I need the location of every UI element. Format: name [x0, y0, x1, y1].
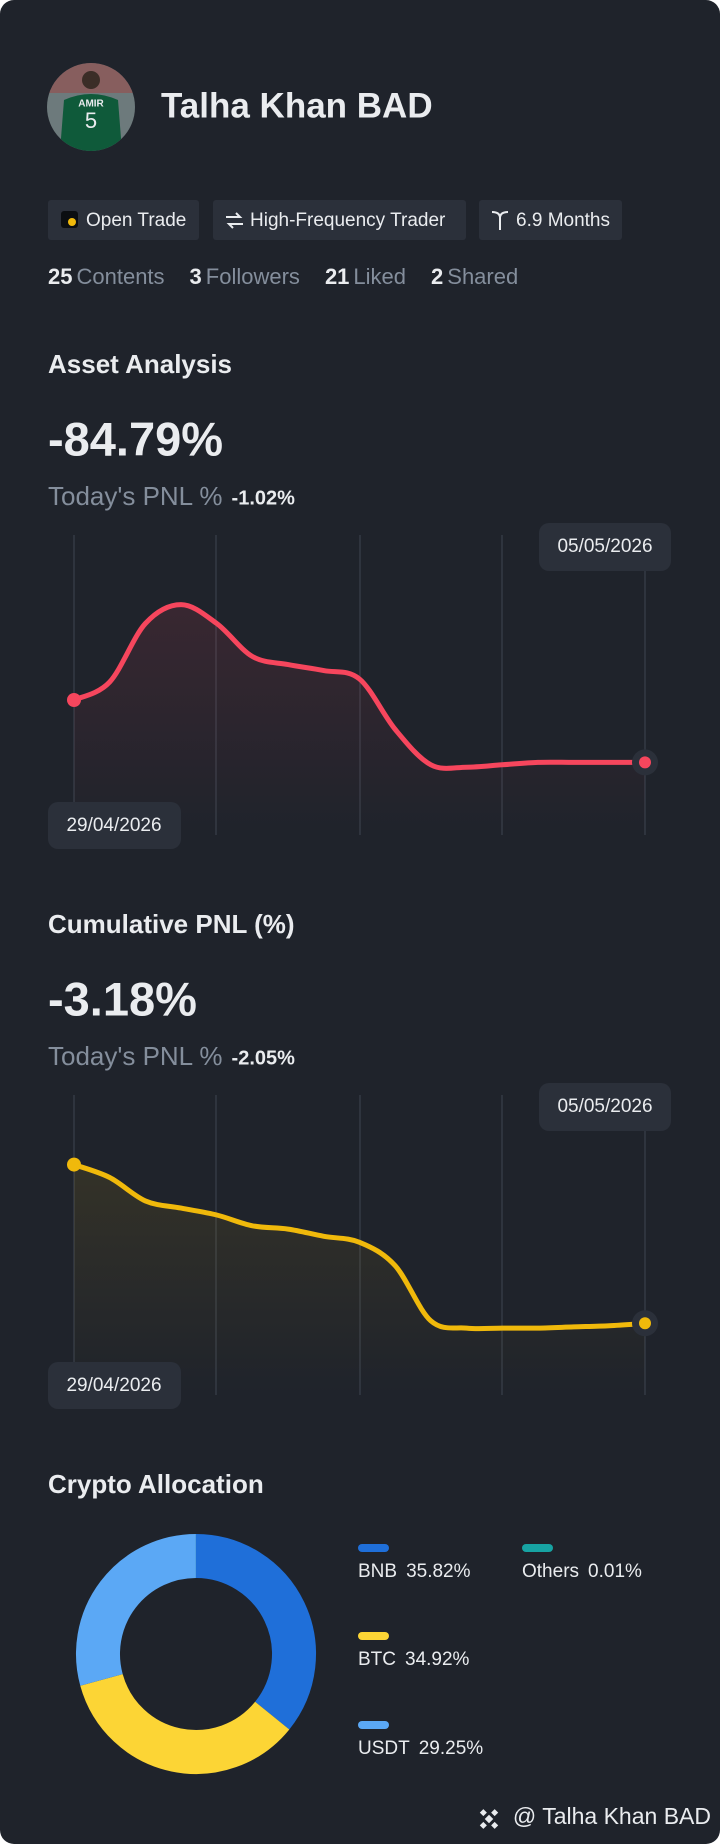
legend-value: 0.01% [588, 1561, 642, 1582]
pnl-value: -3.18% [48, 972, 197, 1025]
stat-label: Followers [206, 264, 300, 289]
pnl-line [71, 1162, 648, 1332]
asset-analysis: Asset Analysis -84.79% Today's PNL % -1.02%… [48, 349, 671, 849]
donut-segment [80, 1673, 290, 1774]
today-label: Today's PNL % [48, 481, 223, 511]
section-title: Crypto Allocation [48, 1469, 264, 1499]
avatar: AMIR 5 [47, 63, 135, 151]
tag: High-Frequency Trader [213, 200, 466, 240]
legend-name: USDT [358, 1738, 410, 1759]
cumulative-pnl: Cumulative PNL (%) -3.18% Today's PNL % -2.… [48, 909, 671, 1409]
today-label: Today's PNL % [48, 1041, 223, 1071]
legend-name: BNB [358, 1561, 397, 1582]
stats-row: 25 Contents 3 Followers 21 Liked 2 Shared [48, 264, 518, 289]
line-area [74, 1164, 645, 1395]
allocation-legend: BNB 35.82% BTC 34.92% USDT 29.25% Others 0.01% [358, 1544, 642, 1759]
section-title: Asset Analysis [48, 349, 232, 379]
stat-count: 25 [48, 264, 72, 289]
section-title: Cumulative PNL (%) [48, 909, 295, 939]
date-tooltip [48, 802, 181, 849]
tag: 6.9 Months [479, 200, 622, 240]
stat-count: 2 [431, 264, 443, 289]
end-dot [639, 1317, 651, 1330]
donut-segment [195, 1534, 316, 1730]
end-dot [639, 756, 651, 769]
tag: Open Trade [48, 200, 199, 240]
today-value: -2.05% [232, 1047, 296, 1069]
user-name: Talha Khan BAD [161, 86, 433, 125]
pnl-value: -84.79% [48, 412, 223, 465]
allocation-donut [76, 1533, 316, 1774]
date-tooltip [539, 523, 671, 571]
legend-value: 34.92% [405, 1649, 470, 1670]
tag-label: 6.9 Months [516, 210, 610, 231]
start-date: 29/04/2026 [66, 815, 161, 836]
legend-name: BTC [358, 1649, 396, 1670]
start-date: 29/04/2026 [66, 1375, 161, 1396]
footer-handle: @ Talha Khan BAD [513, 1803, 711, 1829]
legend-swatch [358, 1632, 389, 1640]
stat-count: 3 [190, 264, 202, 289]
stat-count: 21 [325, 264, 349, 289]
today-value: -1.02% [232, 487, 296, 509]
tag-label: High-Frequency Trader [250, 210, 446, 231]
legend-value: 29.25% [419, 1738, 484, 1759]
legend-name: Others [522, 1561, 579, 1582]
legend-swatch [358, 1721, 389, 1729]
legend-value: 35.82% [406, 1561, 471, 1582]
date-tooltip [539, 1083, 671, 1131]
start-dot [67, 693, 81, 707]
end-date: 05/05/2026 [557, 536, 652, 557]
start-dot [67, 1157, 81, 1172]
donut-segment [76, 1534, 197, 1686]
tag-label: Open Trade [86, 210, 186, 231]
stat-label: Liked [353, 264, 406, 289]
line-area [74, 604, 645, 835]
stat-label: Shared [447, 264, 518, 289]
pnl-line [71, 602, 648, 771]
date-tooltip [48, 1362, 181, 1409]
jersey-name: AMIR [78, 99, 104, 110]
legend-swatch [522, 1544, 553, 1552]
footer: @ Talha Khan BAD [479, 1803, 711, 1829]
legend-swatch [358, 1544, 389, 1552]
end-date: 05/05/2026 [557, 1096, 652, 1117]
stat-label: Contents [76, 264, 164, 289]
jersey-number: 5 [85, 108, 97, 133]
